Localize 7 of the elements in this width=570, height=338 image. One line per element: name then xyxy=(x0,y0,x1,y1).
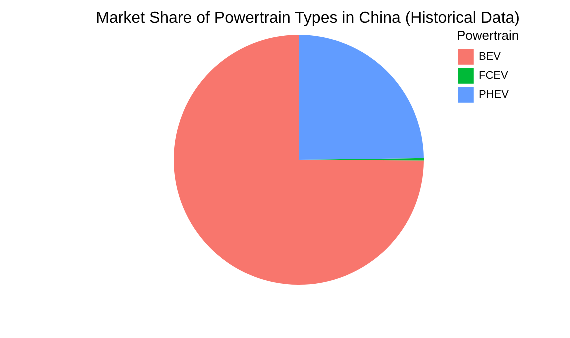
pie-slice xyxy=(174,35,424,285)
legend-label: BEV xyxy=(479,51,502,63)
legend-label: FCEV xyxy=(479,70,509,82)
chart-title: Market Share of Powertrain Types in China (Historical Data) xyxy=(96,10,520,27)
legend-label: PHEV xyxy=(479,89,510,101)
pie-slice xyxy=(299,35,424,160)
legend-title: Powertrain xyxy=(457,28,520,43)
